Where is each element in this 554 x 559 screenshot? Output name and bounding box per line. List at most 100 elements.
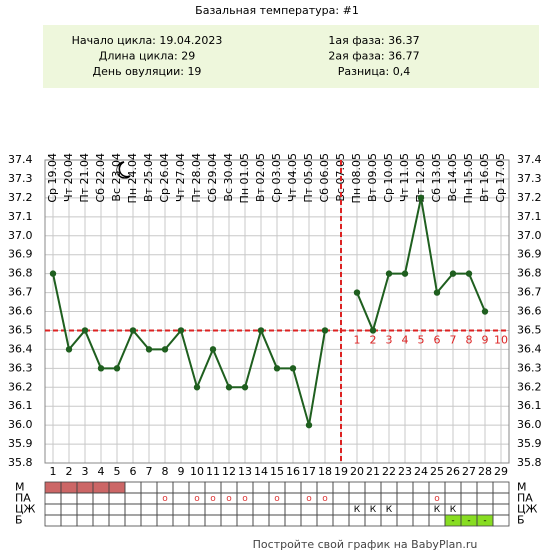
temperature-point	[241, 384, 249, 391]
cell-text: o	[306, 494, 312, 504]
x-tick-label: 23	[398, 465, 412, 478]
post-ovulation-label: 4	[402, 333, 409, 346]
info-right: 1ая фаза: 36.37	[328, 34, 419, 47]
date-label: Сб 13.05	[430, 153, 443, 202]
date-label: Чт 11.05	[398, 153, 411, 202]
cell-text: o	[162, 494, 168, 504]
filled-cell	[477, 515, 493, 526]
temperature-point	[145, 346, 153, 353]
date-label: Вт 16.05	[478, 153, 491, 202]
x-tick-label: 1	[50, 465, 57, 478]
temperature-point	[417, 194, 425, 202]
y-tick-label-right: 37.4	[517, 153, 542, 166]
info-left: Начало цикла: 19.04.2023	[72, 34, 223, 47]
row-label: ПА	[15, 492, 31, 505]
date-label: Ср 10.05	[382, 153, 395, 203]
temperature-point	[305, 421, 313, 429]
x-tick-label: 15	[270, 465, 284, 478]
y-tick-label: 36.9	[8, 248, 33, 261]
y-tick-label-right: 36.7	[517, 286, 542, 299]
x-tick-label: 19	[334, 465, 348, 478]
temperature-point	[225, 384, 233, 391]
temperature-point	[49, 270, 57, 277]
temperature-point	[257, 327, 265, 334]
temperature-point	[481, 308, 489, 315]
temperature-point	[193, 384, 201, 391]
date-label: Сб 06.05	[318, 153, 331, 202]
filled-cell	[93, 482, 109, 493]
cell-text: -	[467, 516, 470, 526]
post-ovulation-label: 8	[466, 333, 473, 346]
footer: Постройте свой график на BabyPlan.ru	[253, 538, 478, 551]
x-tick-label: 6	[130, 465, 137, 478]
post-ovulation-label: 10	[494, 333, 508, 346]
y-tick-label-right: 35.8	[517, 456, 542, 469]
row-label-right: ПА	[517, 492, 533, 505]
temperature-point	[209, 346, 217, 353]
date-label: Чт 04.05	[286, 153, 299, 202]
date-label: Пн 15.05	[462, 153, 475, 203]
date-label: Чт 27.04	[174, 153, 187, 202]
date-label: Пн 24.04	[126, 153, 139, 203]
date-label: Вс 23.04	[110, 153, 123, 202]
temperature-point	[113, 365, 121, 372]
date-label: Вт 02.05	[254, 153, 267, 202]
temperature-point	[369, 327, 377, 334]
x-tick-label: 26	[446, 465, 460, 478]
cell-text: К	[354, 505, 361, 515]
date-label: Вс 30.04	[222, 153, 235, 202]
y-tick-label-right: 37.0	[517, 229, 542, 242]
row-label: М	[15, 481, 25, 494]
temperature-point	[433, 289, 441, 296]
date-label: Сб 29.04	[206, 153, 219, 202]
date-label: Ср 17.05	[494, 153, 507, 203]
x-tick-label: 7	[146, 465, 153, 478]
plot-border	[44, 159, 510, 464]
cell-text: o	[322, 494, 328, 504]
temperature-point	[65, 346, 73, 353]
date-label: Вс 14.05	[446, 153, 459, 202]
post-ovulation-label: 7	[450, 333, 457, 346]
date-label: Пн 01.05	[238, 153, 251, 203]
cell-text: К	[450, 505, 457, 515]
cell-text: o	[194, 494, 200, 504]
x-tick-label: 25	[430, 465, 444, 478]
row-label: Б	[15, 514, 23, 527]
x-tick-label: 13	[238, 465, 252, 478]
post-ovulation-label: 9	[482, 333, 489, 346]
x-tick-label: 12	[222, 465, 236, 478]
y-tick-label-right: 35.9	[517, 437, 542, 450]
date-label: Вт 09.05	[366, 153, 379, 202]
y-tick-label: 37.1	[8, 210, 33, 223]
y-tick-label: 36.6	[8, 305, 33, 318]
y-tick-label: 36.4	[8, 342, 33, 355]
filled-cell	[461, 515, 477, 526]
y-tick-label-right: 36.2	[517, 380, 542, 393]
temperature-point	[81, 327, 89, 334]
cell-text: К	[386, 505, 393, 515]
filled-cell	[445, 515, 461, 526]
row-label-right: М	[517, 481, 527, 494]
x-tick-label: 20	[350, 465, 364, 478]
temperature-point	[465, 270, 473, 277]
temperature-point	[97, 365, 105, 372]
y-tick-label: 36.0	[8, 418, 33, 431]
date-label: Ср 26.04	[158, 153, 171, 203]
x-tick-label: 27	[462, 465, 476, 478]
chart-title: Базальная температура: #1	[195, 4, 359, 17]
info-right: 2ая фаза: 36.77	[328, 50, 419, 63]
y-tick-label-right: 36.9	[517, 248, 542, 261]
row-label-right: Б	[517, 514, 525, 527]
y-tick-label-right: 36.4	[517, 342, 542, 355]
info-right: Разница: 0,4	[338, 65, 411, 78]
row-label-right: ЦЖ	[517, 503, 538, 516]
filled-cell	[45, 482, 61, 493]
y-tick-label: 35.8	[8, 456, 33, 469]
x-tick-label: 21	[366, 465, 380, 478]
y-tick-label-right: 37.2	[517, 191, 542, 204]
y-tick-label-right: 36.3	[517, 361, 542, 374]
y-tick-label: 36.8	[8, 267, 33, 280]
y-tick-label-right: 36.8	[517, 267, 542, 280]
y-tick-label: 35.9	[8, 437, 33, 450]
